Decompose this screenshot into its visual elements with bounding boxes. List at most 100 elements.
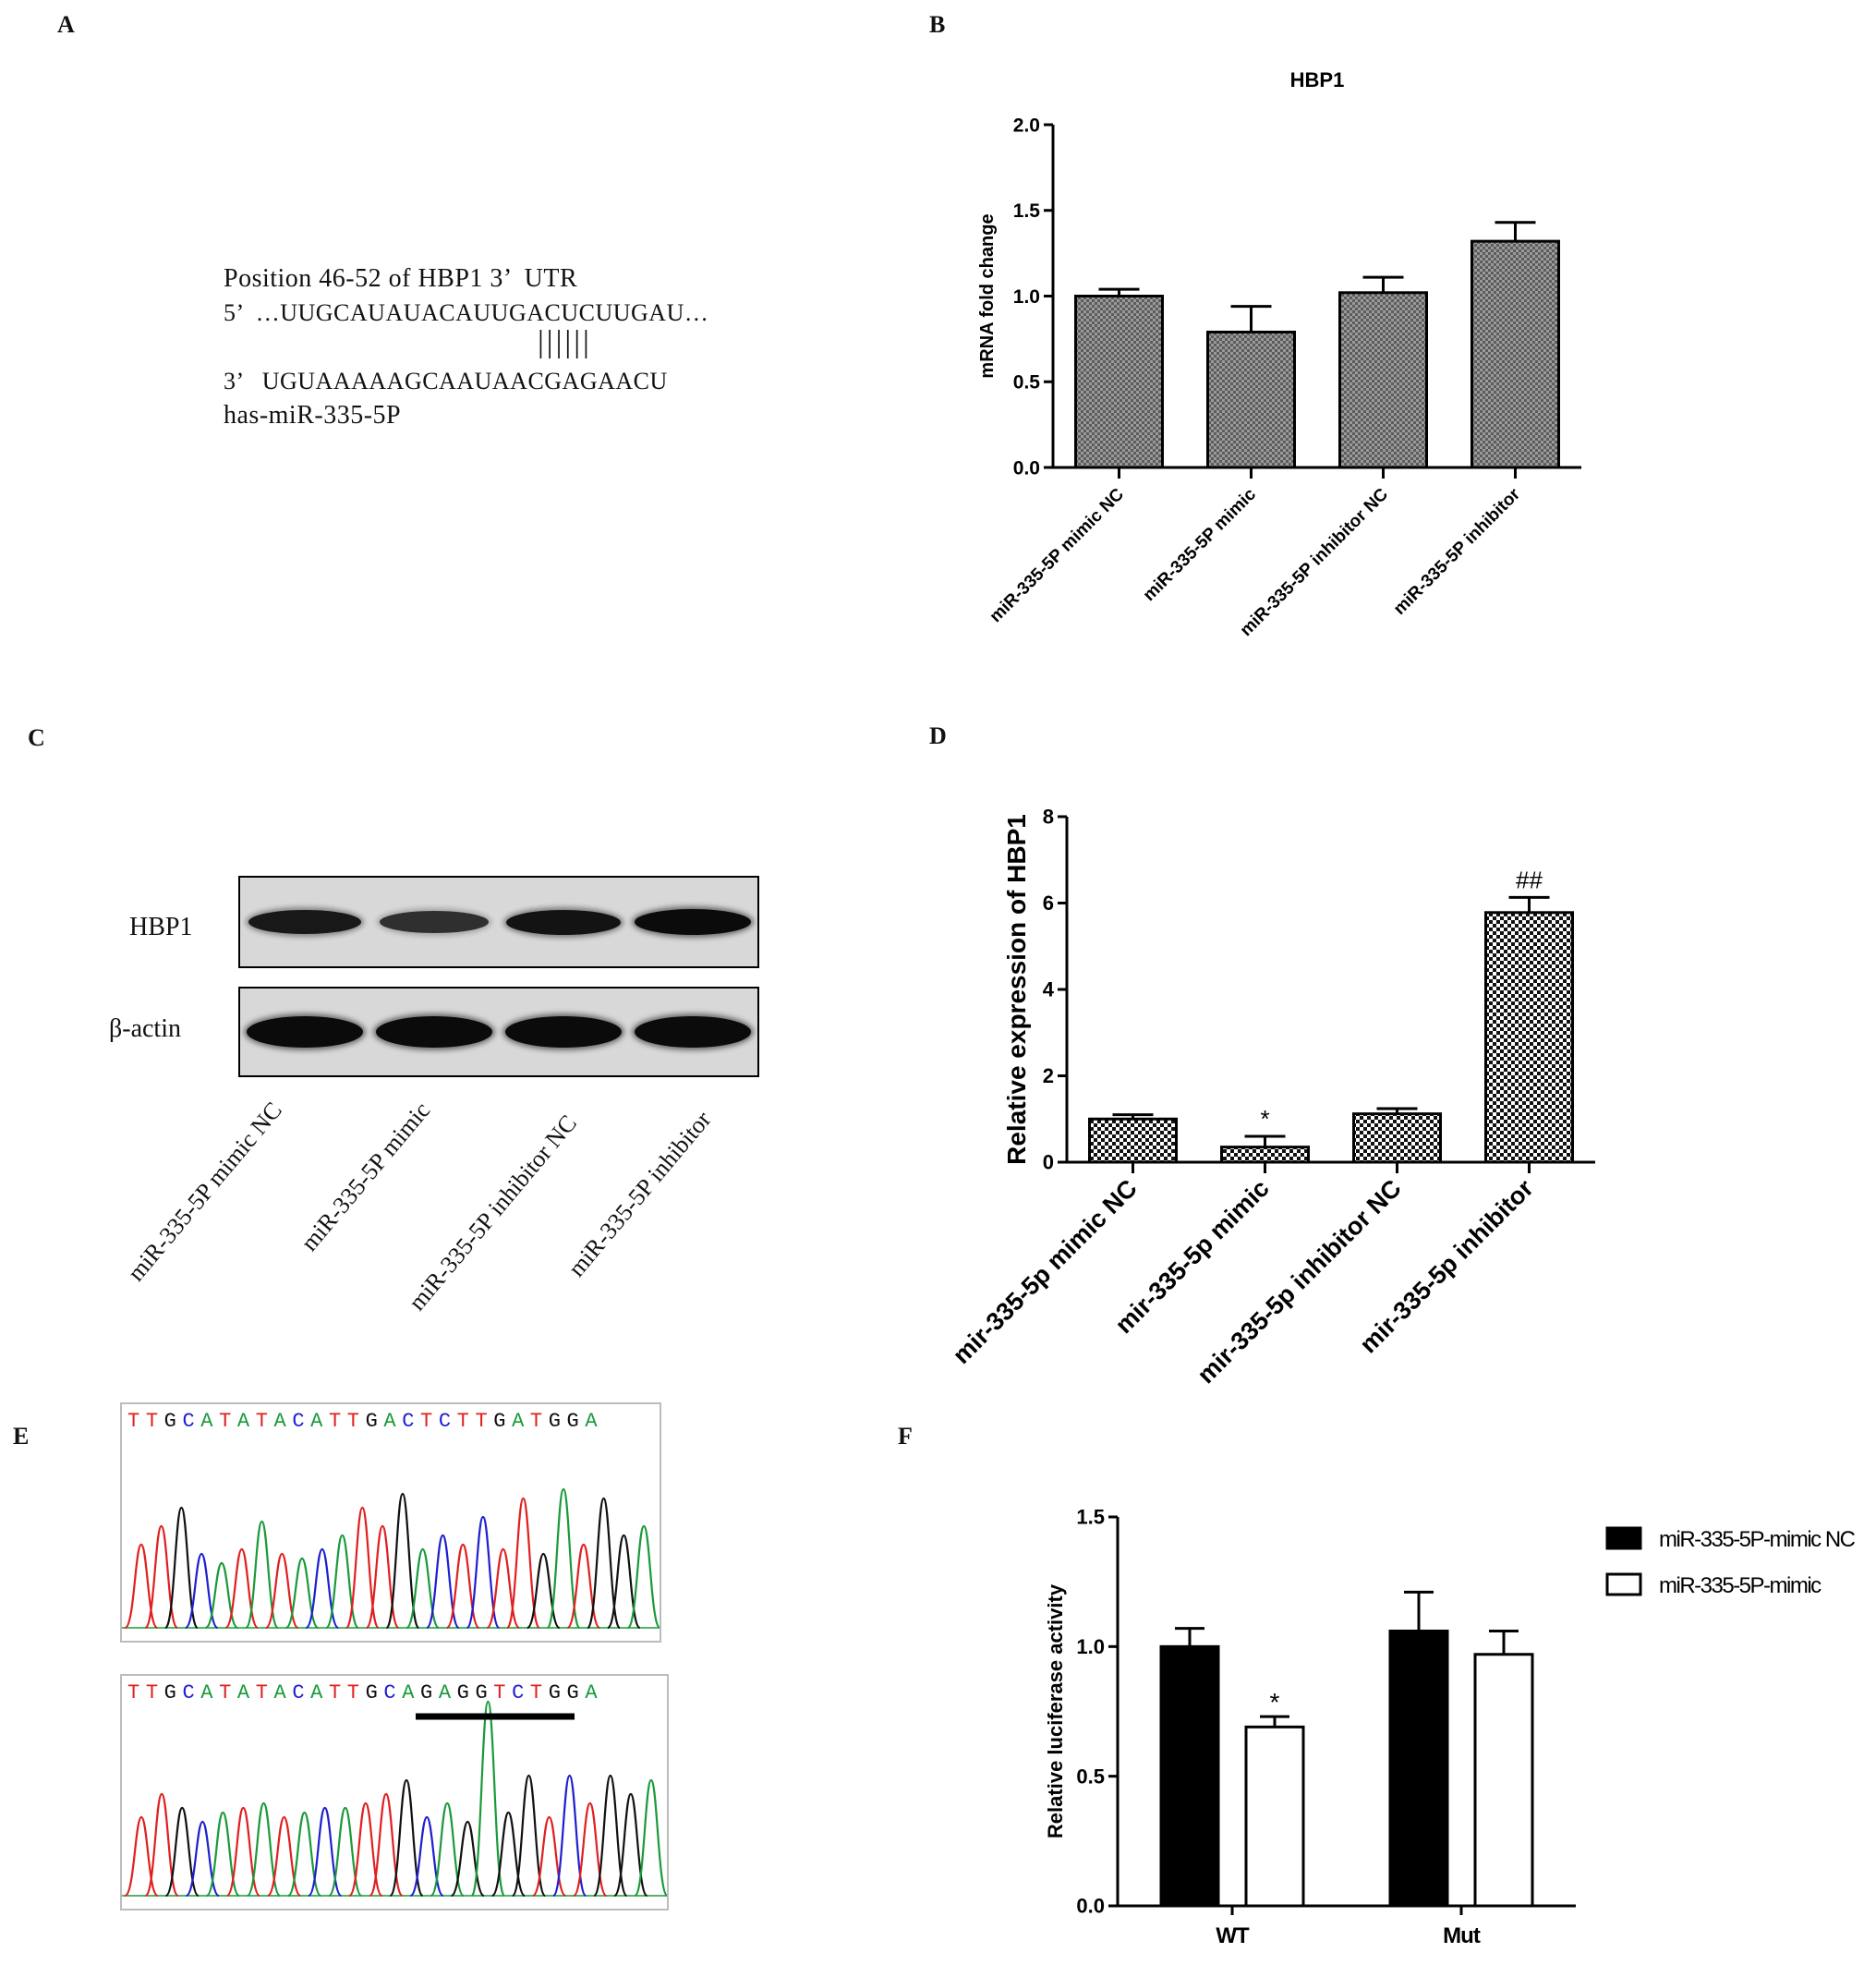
sequence-base: A	[200, 1410, 220, 1433]
panel-label-e: E	[13, 1423, 30, 1449]
bar	[1484, 911, 1574, 1164]
y-tick-label: 2	[1043, 1064, 1054, 1087]
sequence-base: T	[255, 1681, 274, 1704]
sequence-base: A	[585, 1681, 604, 1704]
legend-label: miR-335-5P-mimic NC	[1659, 1527, 1856, 1552]
sequence-base: T	[529, 1410, 549, 1433]
bar	[1244, 1725, 1305, 1908]
sequence-base: T	[127, 1681, 146, 1704]
trace-peak	[634, 1778, 667, 1898]
trace-peak	[385, 1492, 420, 1630]
y-tick-label: 4	[1043, 978, 1055, 1001]
sequence-base: A	[236, 1410, 256, 1433]
blot-band	[505, 1016, 622, 1048]
blot-band	[247, 1016, 363, 1048]
alignment-pairing-lines: ||||||	[538, 325, 592, 359]
alignment-mirna-name: has-miR-335-5P	[224, 401, 402, 430]
alignment-mirna-sequence: 3’ UGUAAAAAGCAAUAACGAGAACU	[224, 368, 668, 394]
y-axis-label: mRNA fold change	[977, 213, 998, 378]
blot-band	[635, 1016, 751, 1048]
y-tick-label: 2.0	[1013, 115, 1040, 136]
x-tick-label: miR-335-5P mimic NC	[986, 484, 1129, 626]
alignment-utr-sequence: 5’ …UUGCAUAUACAUUGACUCUUGAU…	[224, 299, 709, 326]
sequence-base: G	[548, 1681, 567, 1704]
chart-title: HBP1	[1290, 68, 1345, 91]
sequence-mutant: TTGCATATACATTGCAGAGGTCTGGA	[127, 1681, 603, 1704]
bar	[1473, 1653, 1534, 1908]
sequence-base: C	[292, 1681, 311, 1704]
blot-hbp1-membrane	[238, 876, 759, 968]
sequence-base: G	[420, 1681, 439, 1704]
sequence-base: G	[163, 1681, 183, 1704]
sequence-base: C	[512, 1681, 530, 1704]
sequence-base: T	[255, 1410, 274, 1433]
sequence-base: A	[273, 1410, 293, 1433]
blot-label-hbp1: HBP1	[129, 913, 193, 941]
y-tick-label: 1.0	[1076, 1635, 1105, 1658]
sequence-base: T	[456, 1410, 476, 1433]
panel-label-c: C	[28, 724, 45, 751]
chromatogram-mutant: TTGCATATACATTGCAGAGGTCTGGA	[120, 1674, 669, 1910]
sequence-base: T	[475, 1410, 494, 1433]
legend-swatch	[1605, 1526, 1642, 1550]
trace-peak	[626, 1524, 660, 1630]
sequence-base: G	[365, 1410, 384, 1433]
sequence-base: G	[365, 1681, 384, 1704]
sequence-base: C	[292, 1410, 311, 1433]
bar	[1338, 291, 1428, 469]
sequence-base: T	[127, 1410, 146, 1433]
trace-peak	[430, 1801, 465, 1898]
blot-band	[248, 909, 362, 935]
y-tick-label: 1.5	[1076, 1506, 1105, 1529]
bar	[1206, 330, 1296, 469]
sequence-base: G	[456, 1681, 476, 1704]
trace-peak	[164, 1806, 200, 1898]
alignment-title: Position 46-52 of HBP1 3’ UTR	[224, 264, 578, 293]
x-tick-label: Mut	[1443, 1923, 1481, 1948]
blot-band	[506, 909, 621, 935]
sequence-base: T	[145, 1681, 164, 1704]
y-axis-label: Relative expression of HBP1	[1002, 814, 1031, 1165]
x-tick-label: mir-335-5p mimic NC	[948, 1174, 1143, 1369]
trace-peak	[506, 1497, 540, 1630]
trace-peak	[587, 1497, 622, 1630]
sequence-base: A	[273, 1681, 293, 1704]
blot-band	[635, 909, 751, 935]
trace-peak	[466, 1515, 501, 1630]
sequence-base: G	[493, 1410, 513, 1433]
blot-label-actin: β-actin	[109, 1014, 181, 1043]
blot-actin-membrane	[238, 987, 759, 1077]
bar	[1388, 1629, 1449, 1908]
sequence-base: T	[420, 1410, 439, 1433]
trace-peak	[450, 1820, 486, 1898]
trace-peak	[163, 1506, 199, 1630]
bar	[1088, 1117, 1178, 1164]
significance-label: *	[1270, 1688, 1280, 1716]
sequence-base: A	[383, 1410, 403, 1433]
sequence-base: A	[438, 1681, 457, 1704]
sequence-base: T	[219, 1681, 237, 1704]
sequence-base: A	[310, 1410, 329, 1433]
sequence-base: T	[328, 1681, 347, 1704]
trace-wild-type	[122, 1487, 660, 1630]
legend-swatch	[1605, 1572, 1642, 1596]
x-tick-label: miR-335-5P inhibitor NC	[1237, 484, 1393, 640]
sequence-base: G	[163, 1410, 183, 1433]
trace-peak	[345, 1506, 380, 1630]
panel-label-b: B	[929, 11, 946, 38]
sequence-wild-type: TTGCATATACATTGACTCTTGATGGA	[127, 1410, 603, 1433]
y-tick-label: 0	[1043, 1151, 1054, 1174]
x-tick-label: miR-335-5P inhibitor	[1390, 484, 1525, 619]
x-tick-label: miR-335-5P mimic	[1140, 484, 1261, 605]
trace-peak	[546, 1487, 581, 1630]
sequence-base: C	[402, 1410, 420, 1433]
trace-mutant	[122, 1700, 667, 1898]
y-tick-label: 0.5	[1076, 1765, 1105, 1788]
significance-label: *	[1260, 1105, 1269, 1133]
trace-peak	[551, 1774, 587, 1898]
sequence-base: A	[585, 1410, 604, 1433]
trace-peak	[245, 1520, 279, 1630]
x-tick-label: WT	[1216, 1923, 1250, 1948]
bar	[1471, 239, 1560, 469]
